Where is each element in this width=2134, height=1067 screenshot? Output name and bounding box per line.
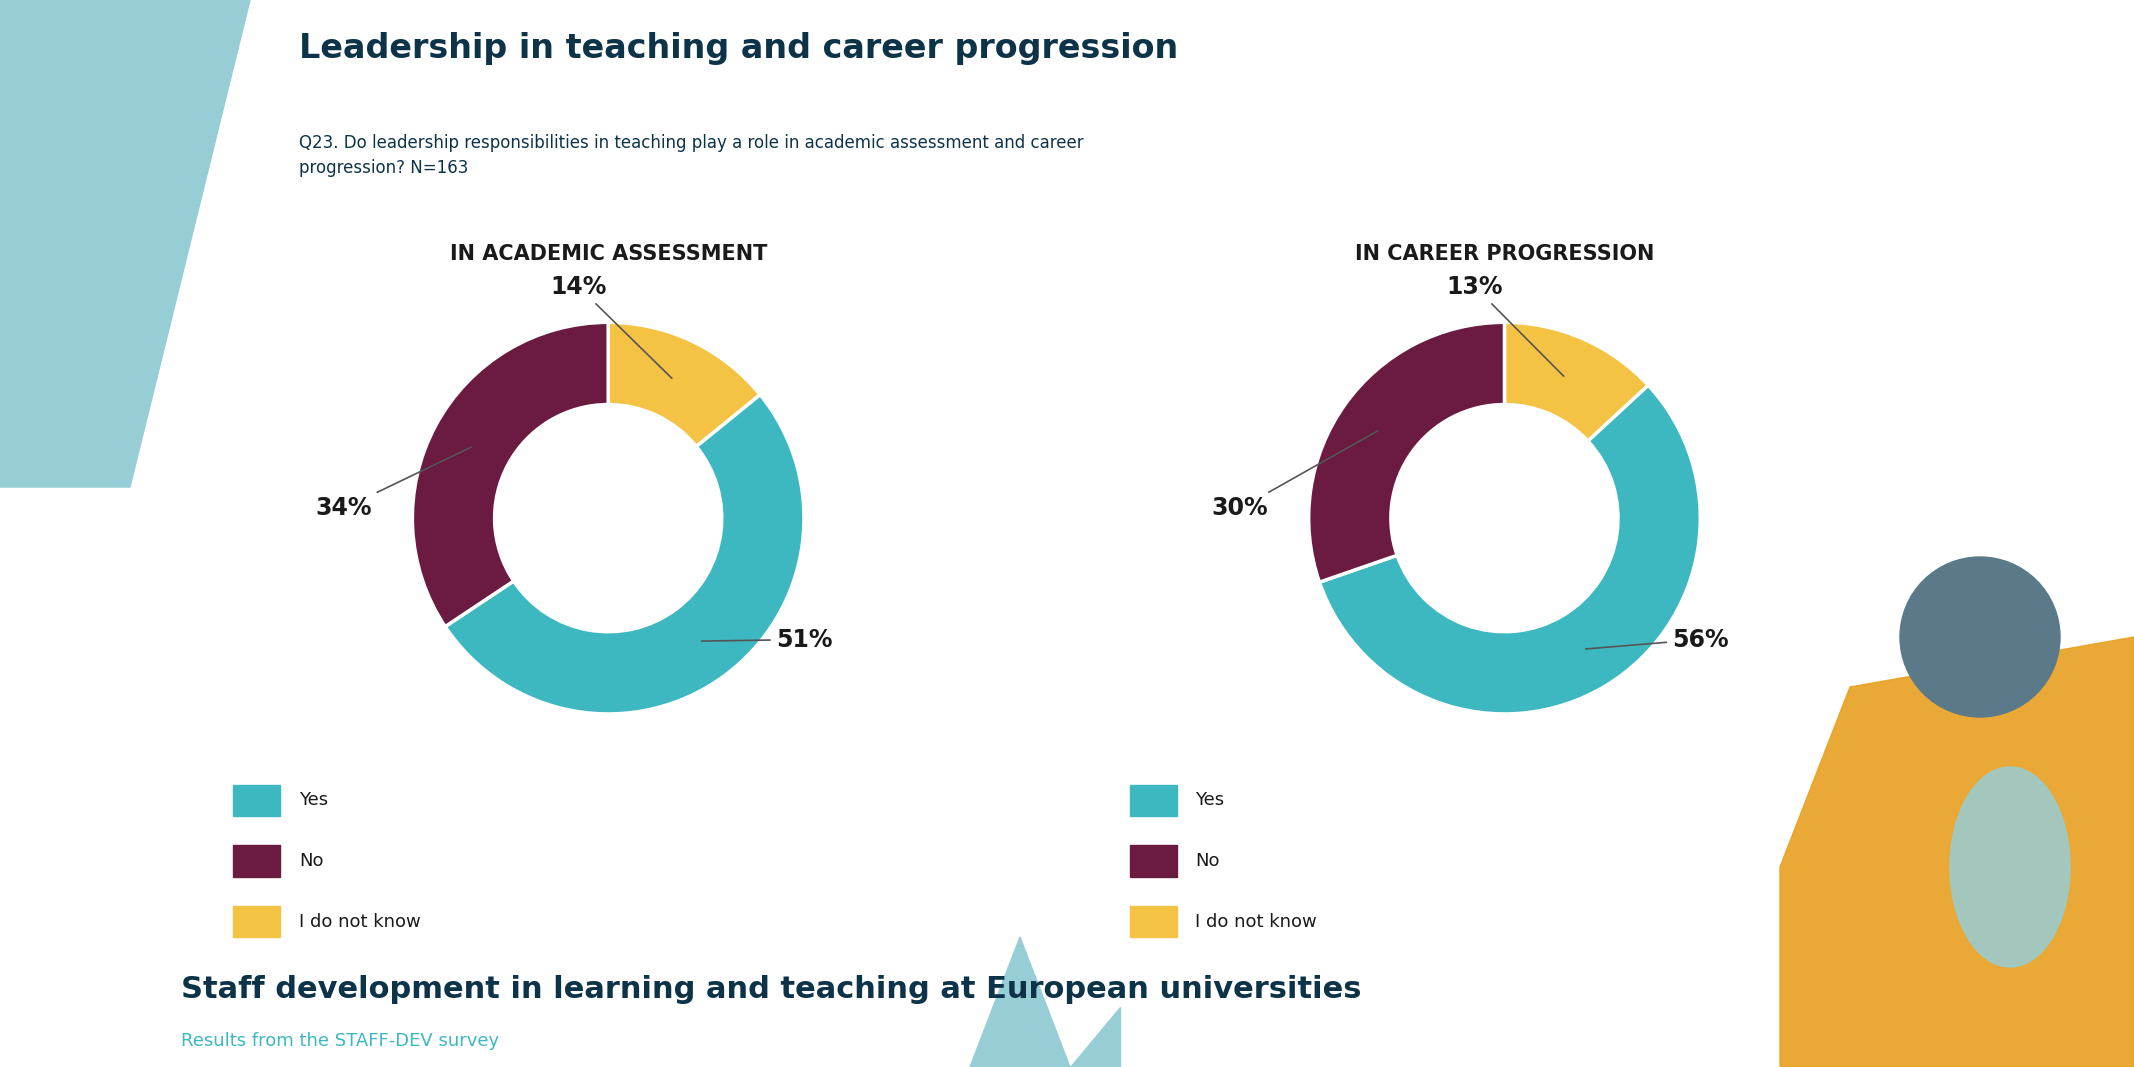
- Wedge shape: [446, 395, 805, 714]
- Text: 13%: 13%: [1447, 275, 1564, 377]
- Bar: [1129, 784, 1176, 816]
- Polygon shape: [1069, 1007, 1120, 1067]
- Wedge shape: [1504, 322, 1647, 441]
- Text: IN ACADEMIC ASSESSMENT: IN ACADEMIC ASSESSMENT: [450, 243, 766, 264]
- Text: Yes: Yes: [299, 792, 329, 809]
- Text: IN CAREER PROGRESSION: IN CAREER PROGRESSION: [1355, 243, 1654, 264]
- Text: 51%: 51%: [702, 627, 832, 652]
- Text: I do not know: I do not know: [1195, 913, 1317, 930]
- Text: 14%: 14%: [551, 275, 672, 379]
- Ellipse shape: [1950, 767, 2070, 967]
- Text: I do not know: I do not know: [299, 913, 420, 930]
- Polygon shape: [1780, 637, 2134, 1067]
- Text: Leadership in teaching and career progression: Leadership in teaching and career progre…: [299, 32, 1178, 65]
- Wedge shape: [608, 322, 760, 446]
- Text: 56%: 56%: [1586, 627, 1729, 652]
- Text: 34%: 34%: [316, 447, 472, 521]
- Text: Results from the STAFF-DEV survey: Results from the STAFF-DEV survey: [181, 1032, 499, 1050]
- Polygon shape: [0, 0, 250, 487]
- Bar: [233, 784, 280, 816]
- Polygon shape: [971, 937, 1069, 1067]
- Circle shape: [1899, 557, 2059, 717]
- Bar: [233, 906, 280, 938]
- Bar: [233, 845, 280, 877]
- Text: No: No: [1195, 853, 1221, 870]
- Text: Q23. Do leadership responsibilities in teaching play a role in academic assessme: Q23. Do leadership responsibilities in t…: [299, 134, 1084, 177]
- Bar: [1129, 906, 1176, 938]
- Wedge shape: [412, 322, 608, 626]
- Bar: [1129, 845, 1176, 877]
- Wedge shape: [1308, 322, 1504, 583]
- Wedge shape: [1319, 385, 1701, 714]
- Text: Staff development in learning and teaching at European universities: Staff development in learning and teachi…: [181, 975, 1361, 1004]
- Text: No: No: [299, 853, 324, 870]
- Text: 30%: 30%: [1212, 431, 1379, 521]
- Text: Yes: Yes: [1195, 792, 1225, 809]
